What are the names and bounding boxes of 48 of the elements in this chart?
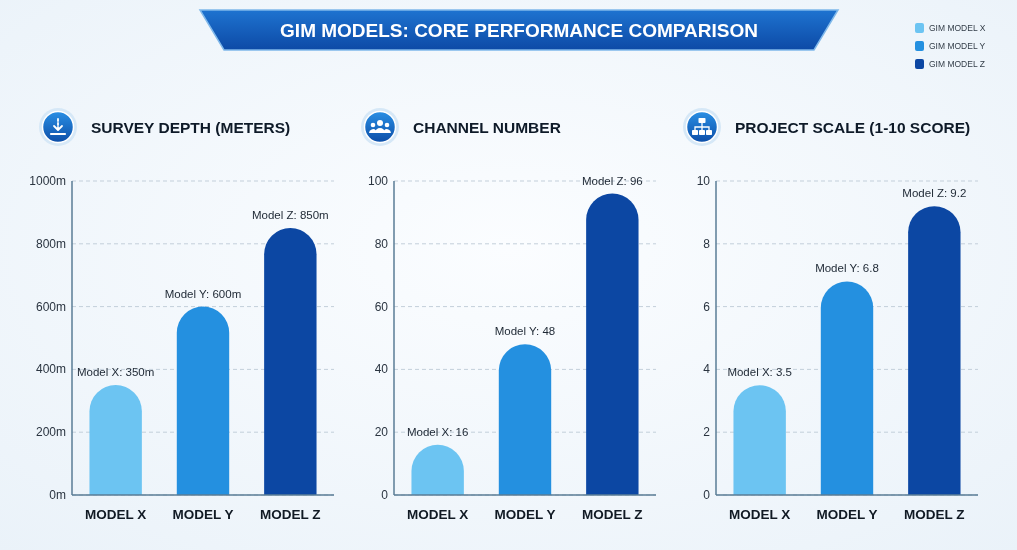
data-label: Model Y: 48 <box>494 325 556 338</box>
legend-label: GIM MODEL X <box>929 23 986 33</box>
data-label: Model X: 350m <box>76 366 155 379</box>
y-tick-label: 1000m <box>29 174 66 188</box>
x-tick-label: MODEL Z <box>260 507 321 522</box>
data-label: Model Z: 96 <box>581 174 643 187</box>
data-label: Model X: 3.5 <box>727 366 792 379</box>
y-tick-label: 4 <box>703 362 711 377</box>
data-label: Model Y: 6.8 <box>815 262 879 275</box>
y-tick-label: 40 <box>374 362 389 377</box>
chart-title: CHANNEL NUMBER <box>413 119 561 136</box>
y-tick-label: 0 <box>703 488 711 502</box>
bar <box>176 306 230 495</box>
y-tick-label: 20 <box>374 425 389 440</box>
bar <box>586 193 639 495</box>
legend-label: GIM MODEL Z <box>929 59 985 69</box>
x-tick-label: MODEL Y <box>816 507 878 522</box>
x-tick-label: MODEL Z <box>582 507 643 522</box>
x-tick-label: MODEL X <box>407 507 469 522</box>
y-tick-label: 400m <box>35 362 66 377</box>
legend-label: GIM MODEL Y <box>929 41 986 51</box>
chart-title: PROJECT SCALE (1-10 SCORE) <box>735 119 971 136</box>
x-tick-label: MODEL Y <box>172 507 234 522</box>
y-tick-label: 0m <box>49 488 66 502</box>
x-tick-label: MODEL X <box>85 507 147 522</box>
chart-title: SURVEY DEPTH (METERS) <box>91 119 291 136</box>
y-tick-label: 6 <box>703 299 711 314</box>
bar <box>264 228 317 495</box>
x-tick-label: MODEL Y <box>494 507 556 522</box>
x-tick-label: MODEL X <box>729 507 791 522</box>
text: GIM MODELS: CORE PERFORMANCE COMPARISON <box>280 20 758 41</box>
y-tick-label: 8 <box>703 236 711 251</box>
y-tick-label: 2 <box>703 425 711 440</box>
x-tick-label: MODEL Z <box>904 507 965 522</box>
data-label: Model Z: 850m <box>251 209 329 222</box>
y-tick-label: 80 <box>374 236 389 251</box>
y-tick-label: 100 <box>367 174 389 188</box>
y-tick-label: 600m <box>35 299 66 314</box>
bar <box>89 385 142 495</box>
y-tick-label: 0 <box>381 488 389 502</box>
data-label: Model Y: 600m <box>164 287 242 300</box>
data-label: Model X: 16 <box>406 425 469 438</box>
y-tick-label: 10 <box>696 174 711 188</box>
y-tick-label: 800m <box>35 236 66 251</box>
y-tick-label: 60 <box>374 299 389 314</box>
data-label: Model Z: 9.2 <box>902 187 967 200</box>
y-tick-label: 200m <box>35 425 66 440</box>
bar <box>498 344 552 495</box>
